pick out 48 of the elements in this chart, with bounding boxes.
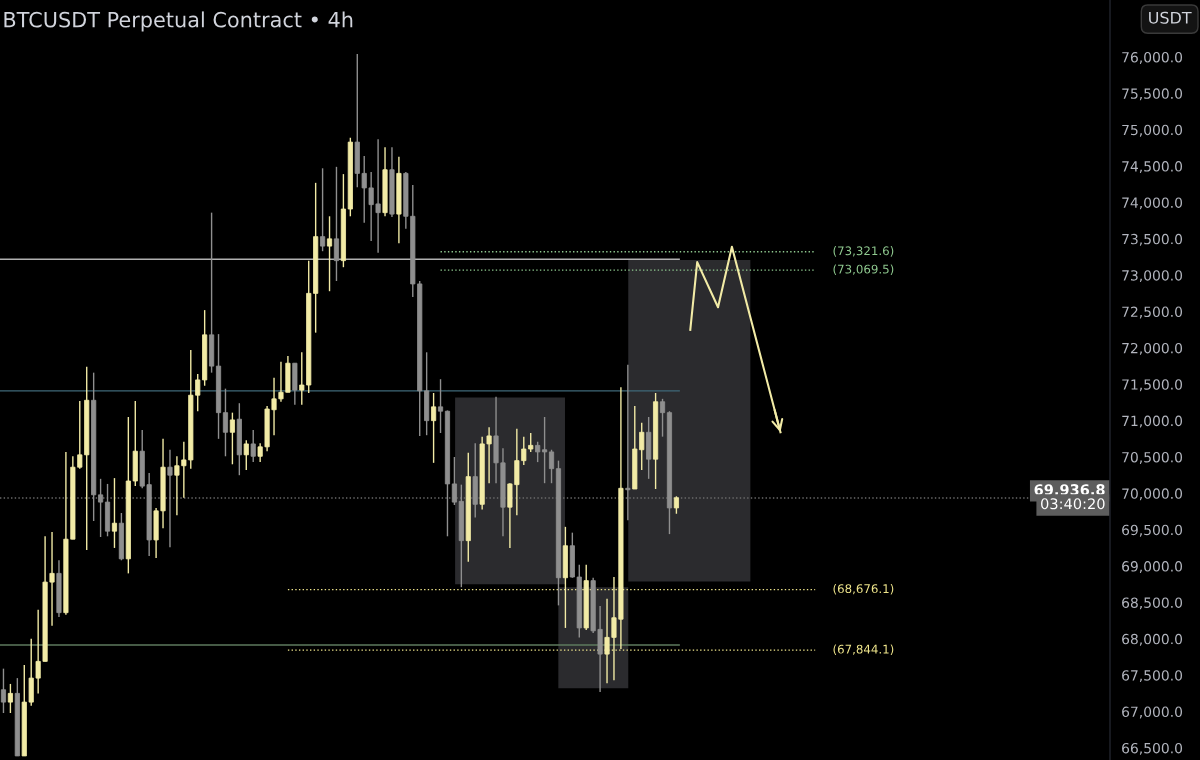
y-tick-label: 75,000.0 (1122, 124, 1183, 137)
annotation: 03:40:20 (1041, 498, 1105, 510)
candlestick (320, 167, 326, 252)
candlestick (333, 166, 340, 282)
y-tick-label: 76,000.0 (1122, 51, 1183, 64)
ref-line-label: (73,321.6) (833, 246, 894, 257)
candlestick (0, 667, 7, 714)
candlestick (625, 363, 631, 521)
candlestick (229, 411, 235, 465)
candlestick (437, 378, 444, 434)
y-tick-label: 73,500.0 (1122, 233, 1183, 246)
candlestick (451, 456, 457, 506)
y-tick-label: 74,000.0 (1122, 197, 1183, 210)
text: BTCUSDT Perpetual Contract • 4h (4, 11, 353, 32)
y-tick-label: 72,500.0 (1122, 306, 1183, 319)
candlestick (98, 478, 104, 538)
y-tick-label: 67,000.0 (1122, 706, 1183, 719)
candlestick (111, 477, 118, 549)
candlestick (250, 429, 256, 463)
y-axis-title: USDT (1149, 11, 1192, 24)
candlestick (243, 439, 249, 471)
y-tick-label: 67,500.0 (1122, 670, 1183, 683)
y-tick-label: 74,500.0 (1122, 161, 1183, 173)
y-tick-label: 71,000.0 (1122, 415, 1183, 428)
candlestick (542, 416, 548, 484)
candlestick (326, 215, 333, 292)
y-tick-label: 70,000.0 (1122, 488, 1183, 501)
y-tick-label: 69,500.0 (1122, 524, 1183, 537)
y-tick-label: 68,000.0 (1122, 633, 1183, 646)
y-tick-label: 75,500.0 (1122, 88, 1183, 101)
candlestick (659, 398, 666, 438)
y-tick-label: 72,000.0 (1122, 342, 1183, 355)
y-tick-label: 70,500.0 (1122, 451, 1183, 464)
ref-line-label: (68,676.1) (833, 583, 894, 595)
ref-line-label: (67,844.1) (833, 644, 894, 655)
candlestick (167, 449, 173, 548)
candlestick (535, 441, 541, 463)
candlestick (7, 683, 13, 714)
y-tick-label: 69,000.0 (1122, 561, 1183, 573)
y-tick-label: 68,500.0 (1122, 597, 1183, 610)
y-tick-label: 71,500.0 (1122, 379, 1183, 392)
candlestick (548, 449, 555, 484)
y-tick-label: 66,500.0 (1122, 742, 1183, 755)
candlestick (431, 392, 437, 464)
candlestick (222, 387, 229, 457)
ref-line-label: 69,936.8 (1034, 484, 1105, 498)
y-tick-label: 73,000.0 (1122, 270, 1183, 283)
ref-line-label: (73,069.5) (833, 264, 894, 275)
